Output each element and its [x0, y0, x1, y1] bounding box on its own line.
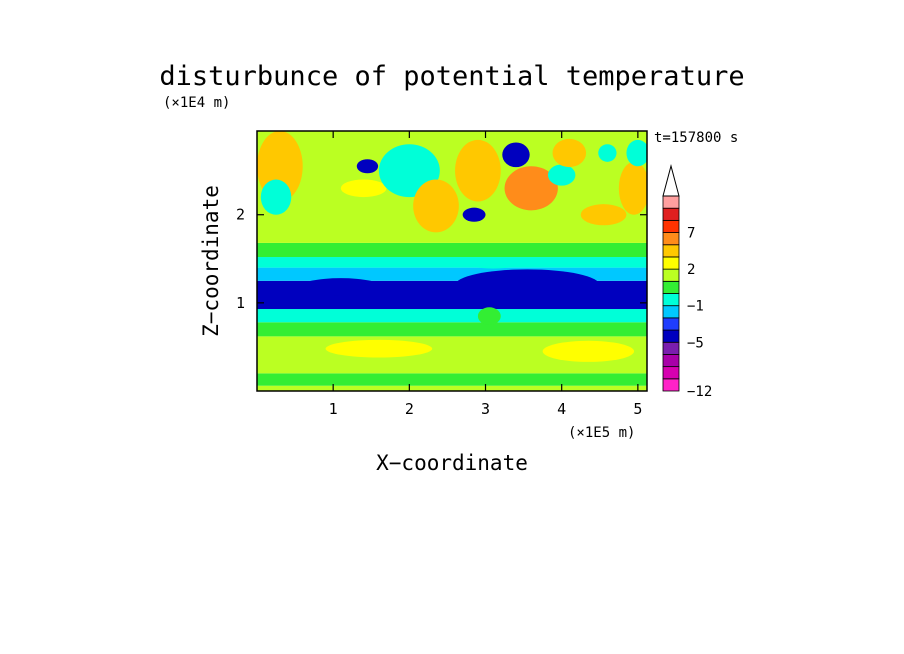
band-3	[257, 322, 647, 337]
colorbar-tick-label: 7	[687, 226, 695, 242]
y-tick-label: 2	[236, 206, 245, 224]
feature-16	[580, 204, 627, 226]
plot-frame	[256, 130, 648, 392]
colorbar-swatch	[662, 329, 680, 343]
feature-12	[502, 142, 530, 168]
feature-5	[260, 179, 292, 215]
colorbar-swatch	[662, 268, 680, 282]
feature-6	[356, 159, 379, 174]
x-unit-label: (×1E5 m)	[568, 425, 635, 441]
colorbar-swatch	[662, 232, 680, 246]
x-tick-label: 4	[557, 400, 566, 418]
band-0	[257, 385, 647, 391]
feature-18	[618, 161, 647, 215]
colorbar-tick-label: −1	[687, 299, 704, 315]
x-tick-label: 3	[481, 400, 490, 418]
colorbar-swatch	[662, 305, 680, 319]
colorbar-tick-label: −5	[687, 335, 704, 351]
x-axis-label: X−coordinate	[376, 451, 528, 475]
feature-11	[462, 207, 486, 222]
feature-9	[413, 179, 459, 233]
colorbar-swatch	[662, 341, 680, 355]
colorbar-swatch	[662, 366, 680, 380]
plot-area	[257, 131, 647, 391]
colorbar-swatch	[662, 317, 680, 331]
y-axis: 12	[236, 206, 647, 312]
colorbar-swatch	[662, 219, 680, 233]
feature-3	[325, 339, 433, 358]
time-label: t=157800 s	[654, 130, 738, 146]
colorbar-tick-label: −12	[687, 384, 712, 400]
x-tick-label: 2	[405, 400, 414, 418]
colorbar-swatch	[662, 256, 680, 270]
feature-20	[466, 257, 520, 269]
y-axis-label: Z−coordinate	[199, 185, 223, 337]
feature-10	[455, 139, 501, 202]
feature-0	[455, 269, 600, 302]
feature-2	[542, 340, 635, 362]
x-axis: 1 2 3 4 5	[329, 131, 642, 418]
colorbar-swatch	[662, 293, 680, 307]
band-1	[257, 373, 647, 386]
colorbar-swatch	[662, 207, 680, 221]
colorbar-tick-label: 2	[687, 262, 695, 278]
feature-14	[547, 164, 576, 186]
feature-15	[552, 138, 587, 168]
feature-19	[626, 139, 647, 167]
band-9	[257, 131, 647, 243]
x-tick-label: 1	[329, 400, 338, 418]
colorbar-swatch	[662, 378, 680, 392]
y-unit-label: (×1E4 m)	[163, 95, 230, 111]
band-7	[257, 257, 647, 268]
y-tick-label: 1	[236, 294, 245, 312]
feature-1	[298, 278, 383, 296]
feature-13	[504, 166, 558, 211]
x-tick-label: 5	[633, 400, 642, 418]
band-4	[257, 309, 647, 323]
colorbar-swatch	[662, 195, 680, 209]
chart-title: disturbunce of potential temperature	[159, 61, 744, 92]
feature-7	[340, 179, 387, 198]
colorbar: −12−5−127	[662, 164, 712, 400]
colorbar-swatch	[662, 244, 680, 258]
colorbar-swatch	[662, 280, 680, 294]
band-8	[257, 242, 647, 258]
colorbar-extend-triangle	[662, 164, 680, 197]
colorbar-swatch	[662, 354, 680, 368]
feature-17	[598, 144, 617, 162]
feature-21	[477, 307, 501, 325]
